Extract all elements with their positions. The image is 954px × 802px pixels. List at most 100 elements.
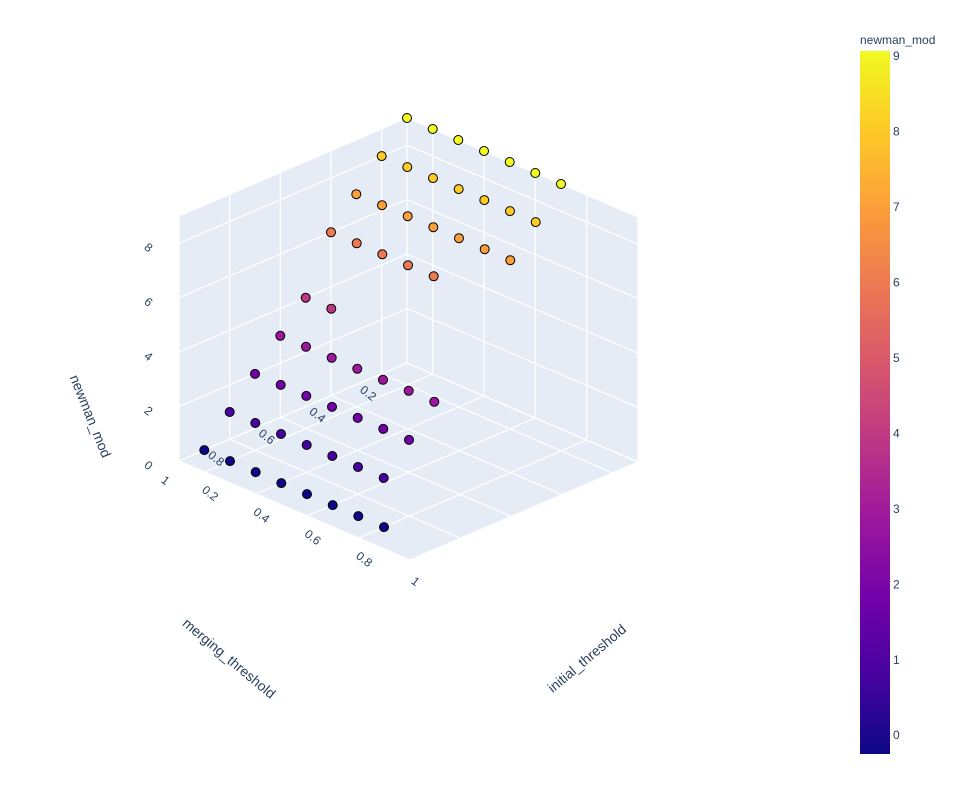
data-point — [353, 511, 364, 522]
data-point — [301, 341, 311, 352]
x-axis-title: initial_threshold — [544, 621, 629, 696]
colorbar-tick-label: 4 — [893, 426, 900, 440]
grid-line — [255, 395, 485, 495]
data-point — [427, 124, 438, 134]
data-point — [351, 238, 362, 249]
axis-panes — [177, 117, 640, 561]
colorbar-gradient — [860, 51, 890, 754]
grid-line — [406, 308, 639, 409]
data-point — [250, 368, 260, 379]
grid-line — [178, 308, 408, 408]
x-tick-label: 0.2 — [199, 483, 221, 505]
data-point — [326, 352, 337, 363]
data-point — [428, 173, 438, 184]
data-point — [479, 195, 490, 206]
data-point — [556, 179, 566, 189]
grid-line — [330, 395, 563, 496]
data-point — [377, 200, 387, 211]
data-point — [326, 227, 336, 238]
grid-line — [178, 144, 408, 244]
data-point — [454, 233, 464, 244]
colorbar-ticks: 0 1 2 3 4 5 6 7 8 9 — [893, 49, 900, 742]
z-tick-label: 4 — [142, 349, 156, 364]
grid-line — [406, 199, 639, 300]
grid-line — [178, 253, 408, 353]
z-axis-title: newman_mod — [67, 372, 115, 460]
z-tick-label: 8 — [142, 240, 156, 255]
data-point — [379, 522, 389, 533]
data-point — [225, 456, 235, 467]
data-point — [199, 445, 210, 456]
grid-line — [381, 373, 613, 474]
grid-line — [229, 438, 461, 539]
data-point — [402, 211, 413, 222]
data-point — [302, 489, 312, 500]
data-point — [351, 189, 362, 200]
x-tick-label: 0.4 — [251, 505, 273, 527]
z-tick-label: 0 — [142, 458, 156, 473]
grid-line — [406, 362, 639, 463]
data-point — [353, 462, 363, 472]
z-tick-label: 6 — [142, 294, 156, 309]
grid-line — [307, 417, 536, 517]
grid-lines — [178, 128, 639, 561]
grid-line — [406, 253, 639, 354]
data-point — [504, 157, 515, 167]
data-point — [378, 374, 388, 385]
grid-line — [358, 439, 587, 539]
data-point — [276, 429, 286, 439]
colorbar-tick-label: 5 — [893, 351, 900, 365]
data-point — [428, 271, 439, 282]
data-point — [505, 206, 515, 217]
data-point — [327, 451, 338, 461]
grid-line — [178, 460, 411, 561]
data-point — [429, 396, 440, 407]
data-points — [199, 113, 566, 533]
data-point — [301, 440, 312, 450]
data-point — [378, 473, 389, 483]
data-point — [403, 260, 413, 271]
colorbar-tick-label: 1 — [893, 653, 900, 667]
data-point — [352, 412, 363, 423]
grid-line — [409, 461, 639, 561]
data-point — [453, 135, 464, 145]
data-point — [326, 303, 337, 314]
data-point — [250, 467, 261, 478]
grid-line — [178, 199, 408, 299]
data-point — [276, 478, 287, 489]
data-point — [301, 390, 312, 401]
data-point — [403, 385, 414, 396]
data-point — [479, 244, 490, 255]
x-tick-label: 0.8 — [353, 549, 375, 571]
colorbar-tick-label: 8 — [893, 125, 900, 139]
grid-line — [178, 362, 408, 462]
data-point — [404, 434, 414, 445]
data-point — [428, 222, 439, 233]
grid-line — [204, 373, 433, 473]
colorbar-tick-label: 2 — [893, 577, 900, 591]
colorbar-tick-label: 7 — [893, 200, 900, 214]
data-point — [224, 407, 235, 417]
data-point — [402, 162, 413, 173]
data-point — [377, 249, 388, 260]
data-point — [352, 363, 363, 374]
data-point — [376, 151, 387, 162]
colorbar-tick-label: 3 — [893, 502, 900, 516]
data-point — [453, 184, 464, 195]
colorbar-title: newman_mod — [860, 33, 935, 47]
data-point — [327, 500, 338, 511]
colorbar-tick-label: 9 — [893, 49, 900, 63]
data-point — [327, 401, 337, 412]
z-tick-label: 2 — [142, 403, 156, 418]
y-tick-label: 1 — [159, 473, 173, 488]
data-point — [530, 217, 541, 228]
grid-line — [280, 416, 512, 517]
data-point — [300, 292, 311, 303]
x-tick-label: 0.6 — [302, 527, 324, 549]
data-point — [505, 255, 516, 266]
colorbar-tick-label: 0 — [893, 728, 900, 742]
grid-line — [406, 144, 639, 245]
